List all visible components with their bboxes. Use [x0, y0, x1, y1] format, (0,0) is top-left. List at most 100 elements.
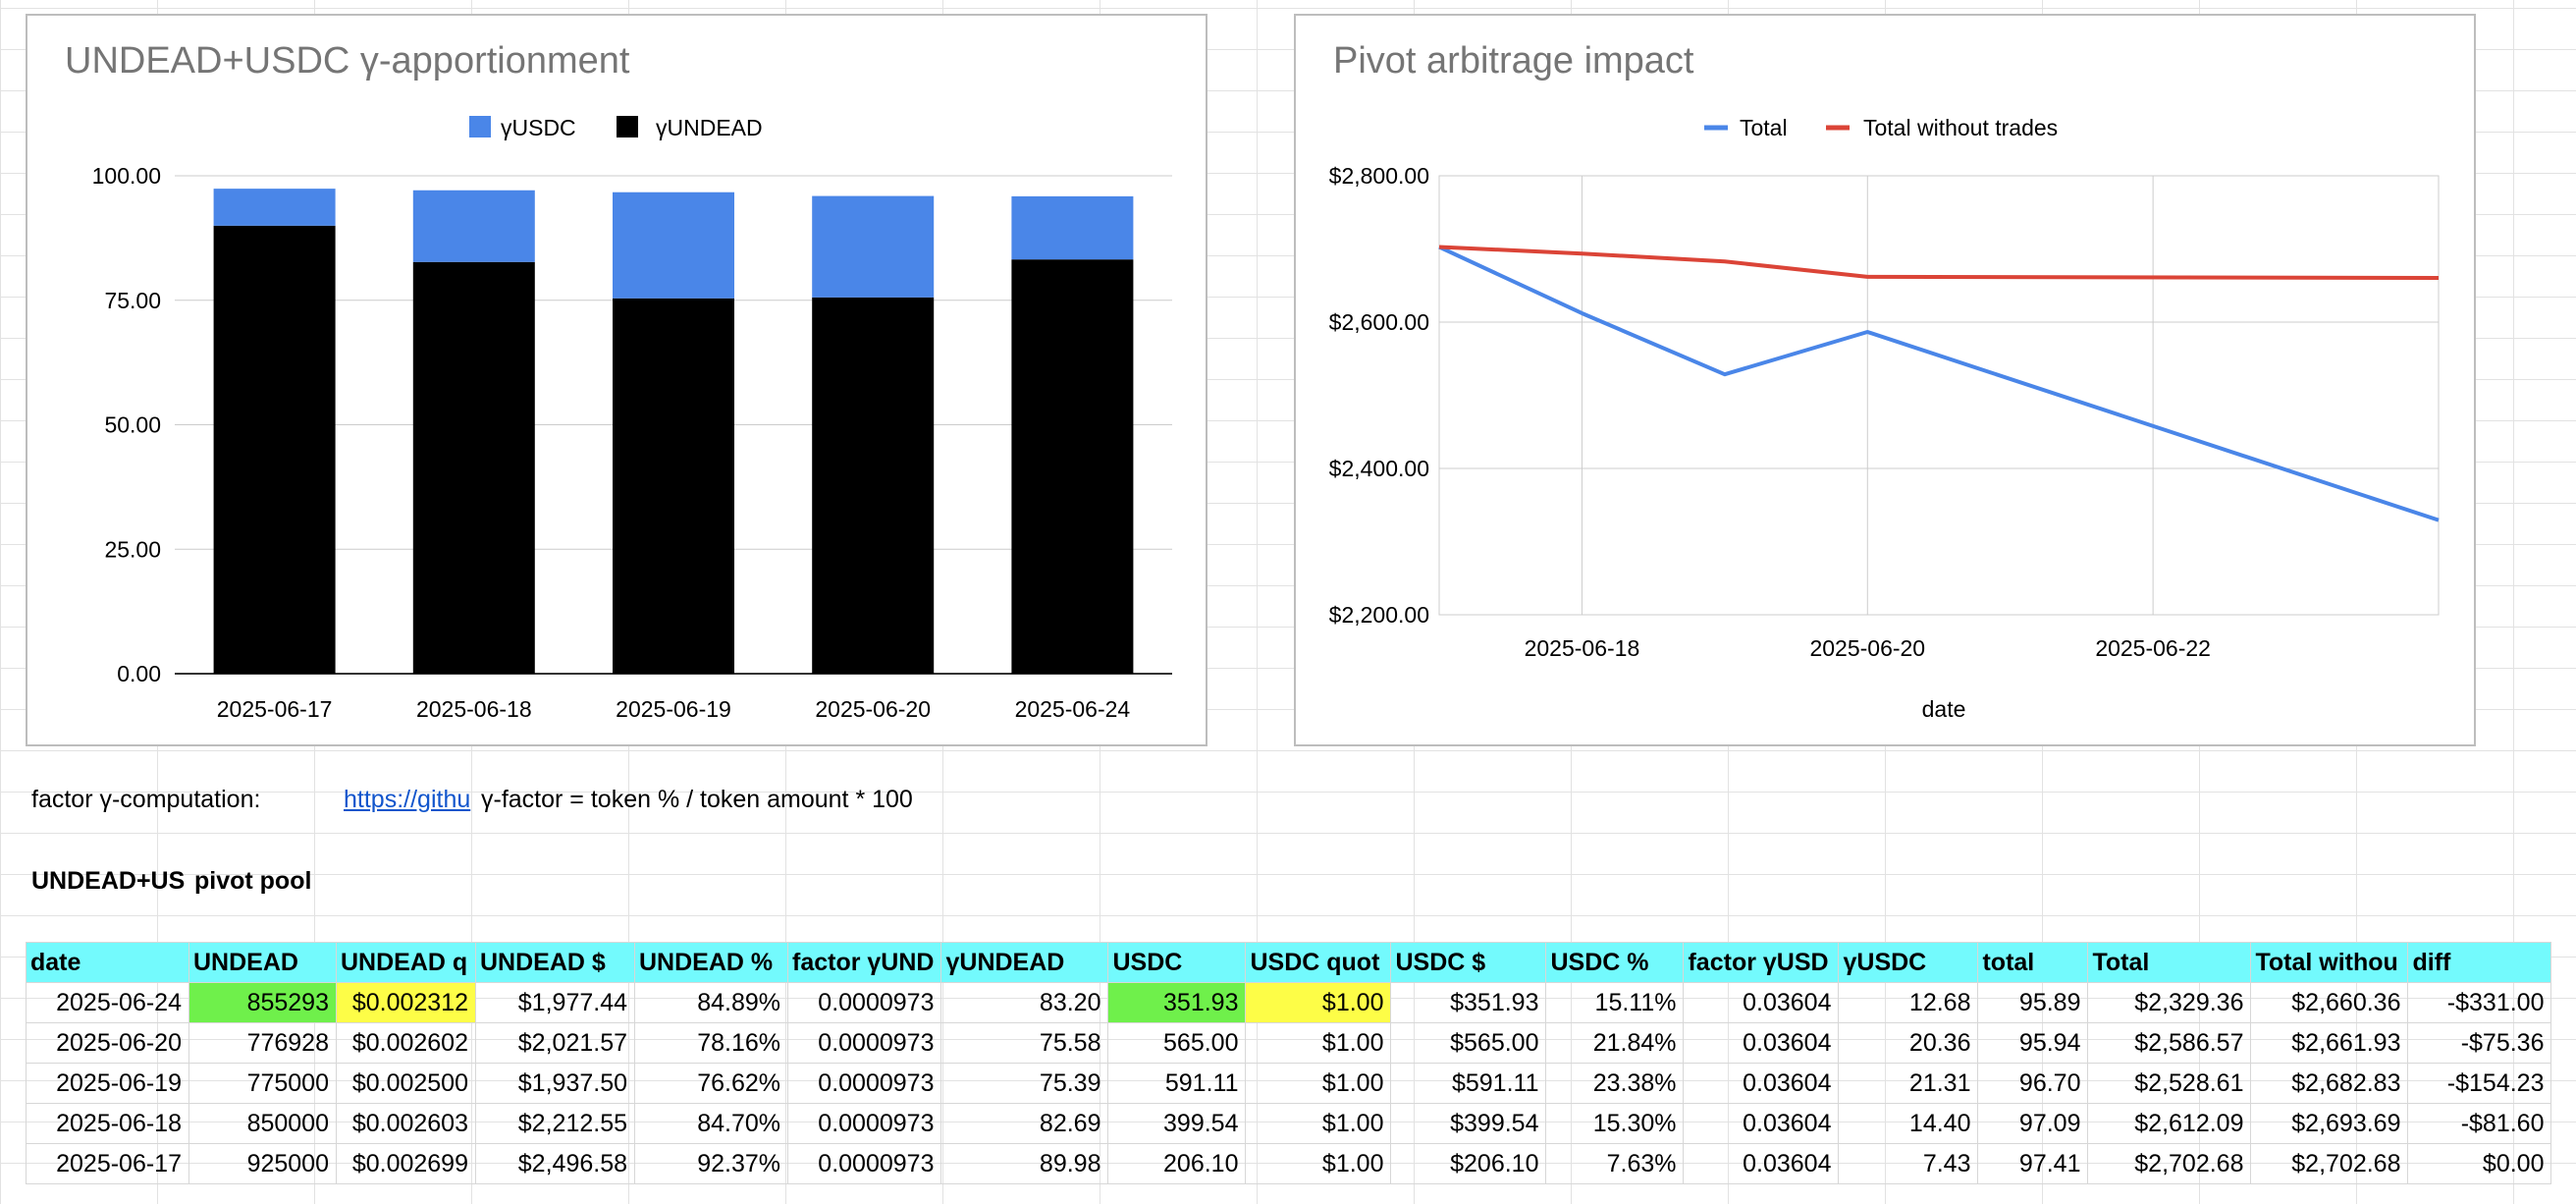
- table-cell[interactable]: 0.03604: [1683, 1143, 1840, 1184]
- table-cell[interactable]: $565.00: [1390, 1022, 1547, 1064]
- table-cell[interactable]: 84.70%: [634, 1103, 788, 1144]
- table-cell[interactable]: 23.38%: [1545, 1063, 1685, 1104]
- table-cell[interactable]: 14.40: [1838, 1103, 1979, 1144]
- table-cell[interactable]: 97.41: [1977, 1143, 2089, 1184]
- table-cell[interactable]: $2,661.93: [2250, 1022, 2409, 1064]
- table-cell[interactable]: $2,612.09: [2087, 1103, 2252, 1144]
- column-header[interactable]: USDC %: [1545, 942, 1685, 983]
- column-header[interactable]: factor γUND: [786, 942, 942, 983]
- table-cell[interactable]: 92.37%: [634, 1143, 788, 1184]
- table-cell[interactable]: 2025-06-24: [26, 982, 189, 1023]
- table-cell[interactable]: 0.03604: [1683, 982, 1840, 1023]
- table-cell[interactable]: $1.00: [1245, 1063, 1392, 1104]
- table-cell[interactable]: $1.00: [1245, 982, 1392, 1023]
- bar-segment-usdc[interactable]: [812, 195, 935, 298]
- table-cell[interactable]: $2,586.57: [2087, 1022, 2252, 1064]
- table-cell[interactable]: 97.09: [1977, 1103, 2089, 1144]
- table-cell[interactable]: $2,702.68: [2087, 1143, 2252, 1184]
- table-cell[interactable]: 0.0000973: [786, 1143, 942, 1184]
- table-cell[interactable]: 0.03604: [1683, 1063, 1840, 1104]
- column-header[interactable]: γUNDEAD: [940, 942, 1109, 983]
- column-header[interactable]: factor γUSD: [1683, 942, 1840, 983]
- table-cell[interactable]: 0.0000973: [786, 982, 942, 1023]
- table-cell[interactable]: $2,702.68: [2250, 1143, 2409, 1184]
- table-cell[interactable]: $2,212.55: [475, 1103, 635, 1144]
- table-cell[interactable]: 0.0000973: [786, 1103, 942, 1144]
- bar-segment-usdc[interactable]: [1011, 195, 1134, 260]
- table-cell[interactable]: $1.00: [1245, 1103, 1392, 1144]
- column-header[interactable]: date: [26, 942, 189, 983]
- table-cell[interactable]: 776928: [188, 1022, 337, 1064]
- table-cell[interactable]: $0.002312: [336, 982, 476, 1023]
- table-cell[interactable]: 15.11%: [1545, 982, 1685, 1023]
- table-cell[interactable]: $2,693.69: [2250, 1103, 2409, 1144]
- table-cell[interactable]: 0.0000973: [786, 1063, 942, 1104]
- table-cell[interactable]: 78.16%: [634, 1022, 788, 1064]
- bar-segment-usdc[interactable]: [613, 192, 734, 299]
- bar-segment-undead[interactable]: [1011, 259, 1134, 674]
- bar-segment-undead[interactable]: [213, 225, 336, 675]
- pivot-arbitrage-chart[interactable]: Pivot arbitrage impact Total Total witho…: [1294, 14, 2476, 746]
- table-cell[interactable]: $1.00: [1245, 1143, 1392, 1184]
- table-cell[interactable]: 82.69: [940, 1103, 1109, 1144]
- table-cell[interactable]: 2025-06-20: [26, 1022, 189, 1064]
- bar-segment-undead[interactable]: [812, 297, 935, 674]
- table-cell[interactable]: 83.20: [940, 982, 1109, 1023]
- factor-source-link[interactable]: https://githu: [344, 786, 471, 813]
- table-cell[interactable]: $0.002699: [336, 1143, 476, 1184]
- column-header[interactable]: Total withou: [2250, 942, 2409, 983]
- table-cell[interactable]: 2025-06-17: [26, 1143, 189, 1184]
- column-header[interactable]: UNDEAD %: [634, 942, 788, 983]
- bar-segment-usdc[interactable]: [412, 190, 535, 262]
- table-cell[interactable]: 206.10: [1107, 1143, 1247, 1184]
- table-cell[interactable]: $2,528.61: [2087, 1063, 2252, 1104]
- table-cell[interactable]: 75.58: [940, 1022, 1109, 1064]
- table-cell[interactable]: 21.31: [1838, 1063, 1979, 1104]
- column-header[interactable]: USDC $: [1390, 942, 1547, 983]
- table-cell[interactable]: 399.54: [1107, 1103, 1247, 1144]
- table-cell[interactable]: 0.03604: [1683, 1103, 1840, 1144]
- table-cell[interactable]: 20.36: [1838, 1022, 1979, 1064]
- column-header[interactable]: UNDEAD $: [475, 942, 635, 983]
- table-cell[interactable]: -$75.36: [2407, 1022, 2552, 1064]
- series-total-line[interactable]: [1438, 245, 2440, 522]
- table-cell[interactable]: 15.30%: [1545, 1103, 1685, 1144]
- table-cell[interactable]: 591.11: [1107, 1063, 1247, 1104]
- table-cell[interactable]: $206.10: [1390, 1143, 1547, 1184]
- table-cell[interactable]: 21.84%: [1545, 1022, 1685, 1064]
- table-cell[interactable]: $1,937.50: [475, 1063, 635, 1104]
- table-cell[interactable]: $591.11: [1390, 1063, 1547, 1104]
- table-cell[interactable]: 351.93: [1107, 982, 1247, 1023]
- table-cell[interactable]: 855293: [188, 982, 337, 1023]
- table-cell[interactable]: 2025-06-18: [26, 1103, 189, 1144]
- table-cell[interactable]: 775000: [188, 1063, 337, 1104]
- column-header[interactable]: γUSDC: [1838, 942, 1979, 983]
- table-cell[interactable]: $2,660.36: [2250, 982, 2409, 1023]
- column-header[interactable]: USDC: [1107, 942, 1247, 983]
- column-header[interactable]: total: [1977, 942, 2089, 983]
- table-cell[interactable]: 7.63%: [1545, 1143, 1685, 1184]
- table-cell[interactable]: -$154.23: [2407, 1063, 2552, 1104]
- table-cell[interactable]: -$331.00: [2407, 982, 2552, 1023]
- table-cell[interactable]: 850000: [188, 1103, 337, 1144]
- table-cell[interactable]: $0.00: [2407, 1143, 2552, 1184]
- table-cell[interactable]: 0.03604: [1683, 1022, 1840, 1064]
- column-header[interactable]: USDC quot: [1245, 942, 1392, 983]
- table-cell[interactable]: 84.89%: [634, 982, 788, 1023]
- table-cell[interactable]: $2,496.58: [475, 1143, 635, 1184]
- table-cell[interactable]: 75.39: [940, 1063, 1109, 1104]
- table-cell[interactable]: 95.94: [1977, 1022, 2089, 1064]
- table-cell[interactable]: $1.00: [1245, 1022, 1392, 1064]
- column-header[interactable]: UNDEAD q: [336, 942, 476, 983]
- table-cell[interactable]: 565.00: [1107, 1022, 1247, 1064]
- table-cell[interactable]: $0.002500: [336, 1063, 476, 1104]
- table-cell[interactable]: 76.62%: [634, 1063, 788, 1104]
- table-cell[interactable]: 2025-06-19: [26, 1063, 189, 1104]
- table-cell[interactable]: $2,682.83: [2250, 1063, 2409, 1104]
- table-cell[interactable]: 925000: [188, 1143, 337, 1184]
- bar-segment-usdc[interactable]: [213, 189, 336, 226]
- table-cell[interactable]: $1,977.44: [475, 982, 635, 1023]
- table-cell[interactable]: 7.43: [1838, 1143, 1979, 1184]
- bar-segment-undead[interactable]: [412, 261, 535, 674]
- column-header[interactable]: Total: [2087, 942, 2252, 983]
